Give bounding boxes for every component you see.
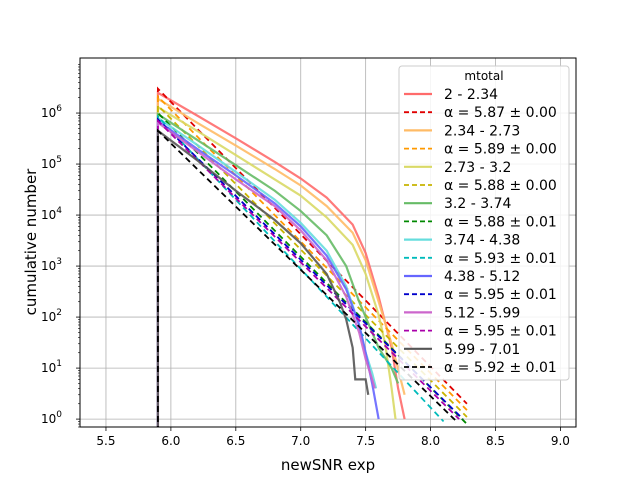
data-line <box>156 96 406 427</box>
legend-label: α = 5.93 ± 0.01 <box>444 251 557 267</box>
plot-frame <box>79 57 577 428</box>
data-line <box>156 118 380 427</box>
legend-label: 2.34 - 2.73 <box>444 123 520 139</box>
data-line <box>156 112 400 427</box>
x-tick-label: 8.0 <box>421 434 440 448</box>
legend-title: mtotal <box>464 69 503 83</box>
x-tick-label: 8.5 <box>486 434 505 448</box>
legend-label: α = 5.88 ± 0.00 <box>444 178 557 194</box>
legend-label: 5.99 - 7.01 <box>444 342 520 358</box>
x-tick-label: 6.0 <box>161 434 180 448</box>
legend-label: α = 5.92 ± 0.01 <box>444 360 557 376</box>
legend-label: 5.12 - 5.99 <box>444 305 520 321</box>
series-layer <box>156 86 468 427</box>
x-tick-label: 6.5 <box>226 434 245 448</box>
legend: mtotal 2 - 2.34 α = 5.87 ± 0.00 2.34 - 2.7… <box>398 65 570 381</box>
legend-label: 3.2 - 3.74 <box>444 196 511 212</box>
data-line <box>156 128 370 427</box>
legend-box <box>398 65 570 381</box>
y-axis-label: cumulative number <box>22 168 40 316</box>
legend-label: 2.73 - 3.2 <box>444 160 511 176</box>
legend-label: 2 - 2.34 <box>444 87 498 103</box>
legend-label: 3.74 - 4.38 <box>444 233 520 249</box>
legend-label: 4.38 - 5.12 <box>444 269 520 285</box>
legend-label: α = 5.95 ± 0.01 <box>444 324 557 340</box>
x-tick-label: 7.0 <box>291 434 310 448</box>
legend-label: α = 5.95 ± 0.01 <box>444 287 557 303</box>
legend-label: α = 5.88 ± 0.01 <box>444 214 557 230</box>
x-tick-label: 7.5 <box>356 434 375 448</box>
data-line <box>156 120 376 427</box>
fit-line <box>157 110 468 427</box>
x-tick-label: 5.5 <box>96 434 115 448</box>
legend-label: α = 5.87 ± 0.00 <box>444 105 557 121</box>
x-tick-label: 9.0 <box>551 434 570 448</box>
x-axis-label: newSNR exp <box>281 456 375 474</box>
fit-line <box>157 128 458 427</box>
legend-label: α = 5.89 ± 0.00 <box>444 142 557 158</box>
